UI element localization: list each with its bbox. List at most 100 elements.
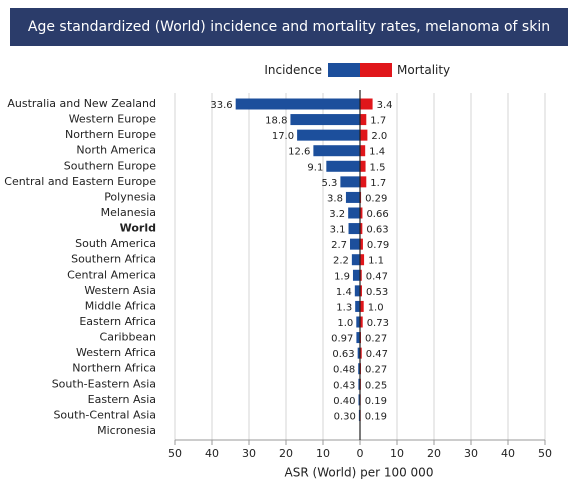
bar	[358, 378, 360, 390]
bar	[360, 269, 362, 281]
value-label: 3.8	[327, 193, 343, 204]
legend-swatch	[328, 63, 360, 77]
value-label: 0.40	[333, 396, 355, 407]
value-label: 1.3	[336, 302, 352, 313]
bar	[348, 223, 360, 235]
category-label: Northern Europe	[65, 128, 156, 141]
category-label: Northern Africa	[72, 362, 156, 375]
value-label: 0.63	[332, 349, 354, 360]
bar	[360, 145, 366, 157]
category-label: Eastern Africa	[79, 315, 156, 328]
bar	[360, 176, 367, 188]
bar	[354, 285, 360, 297]
category-label: Western Africa	[76, 346, 156, 359]
value-label: 1.7	[370, 116, 386, 127]
value-label: 0.66	[366, 209, 388, 220]
category-label: Australia and New Zealand	[7, 97, 156, 110]
value-label: 0.63	[366, 225, 388, 236]
value-label: 3.1	[330, 225, 346, 236]
value-label: 3.2	[329, 209, 345, 220]
value-label: 0.27	[365, 334, 387, 345]
value-label: 1.0	[337, 318, 353, 329]
bar	[358, 394, 360, 406]
bar	[326, 160, 360, 172]
chart-title: Age standardized (World) incidence and m…	[28, 19, 550, 35]
bar	[360, 300, 364, 312]
value-label: 0.48	[333, 365, 355, 376]
category-label: World	[120, 222, 156, 235]
value-label: 1.0	[368, 302, 384, 313]
value-label: 2.7	[331, 240, 347, 251]
category-label: Melanesia	[101, 206, 156, 219]
bar	[360, 238, 363, 250]
category-label: Southern Africa	[71, 253, 156, 266]
x-tick-label: 40	[501, 447, 515, 460]
bar	[290, 114, 360, 126]
bar	[235, 98, 360, 110]
value-label: 5.3	[321, 178, 337, 189]
x-tick-label: 50	[538, 447, 552, 460]
bar	[340, 176, 360, 188]
bar	[360, 223, 363, 235]
bar	[357, 347, 360, 359]
bar	[348, 207, 360, 219]
value-label: 0.19	[365, 411, 387, 422]
bar	[356, 316, 360, 328]
value-label: 2.2	[333, 256, 349, 267]
bar	[360, 285, 362, 297]
value-label: 0.29	[365, 193, 387, 204]
bar	[352, 269, 360, 281]
category-label: North America	[76, 144, 156, 157]
legend-label: Incidence	[264, 63, 322, 77]
value-label: 1.9	[334, 271, 350, 282]
value-label: 1.4	[369, 147, 385, 158]
value-label: 1.4	[336, 287, 352, 298]
bar	[360, 347, 362, 359]
value-label: 2.0	[371, 131, 387, 142]
value-label: 0.30	[334, 411, 356, 422]
bar	[360, 98, 373, 110]
x-tick-label: 10	[390, 447, 404, 460]
value-label: 0.19	[365, 396, 387, 407]
bar	[360, 114, 367, 126]
value-label: 0.25	[365, 380, 387, 391]
bar	[358, 363, 360, 375]
legend-swatch	[360, 63, 392, 77]
value-label: 0.43	[333, 380, 355, 391]
bar	[355, 300, 360, 312]
value-label: 0.27	[365, 365, 387, 376]
value-label: 1.1	[368, 256, 384, 267]
title-bar	[10, 8, 568, 46]
category-label: South-Eastern Asia	[52, 377, 156, 390]
value-label: 0.73	[367, 318, 389, 329]
value-label: 3.4	[377, 100, 393, 111]
value-label: 0.79	[367, 240, 389, 251]
category-label: Polynesia	[104, 190, 156, 203]
bar	[351, 254, 360, 266]
value-label: 12.6	[288, 147, 310, 158]
value-label: 0.47	[366, 271, 388, 282]
value-label: 0.97	[331, 334, 353, 345]
category-label: Central and Eastern Europe	[4, 175, 156, 188]
category-label: Western Asia	[84, 284, 156, 297]
bar	[360, 254, 365, 266]
category-label: Southern Europe	[64, 159, 156, 172]
value-label: 18.8	[265, 116, 287, 127]
bar	[356, 332, 360, 344]
value-label: 1.5	[370, 162, 386, 173]
category-label: Central America	[67, 268, 156, 281]
bar	[297, 129, 360, 141]
category-label: South-Central Asia	[53, 408, 156, 421]
x-tick-label: 10	[316, 447, 330, 460]
x-tick-label: 30	[242, 447, 256, 460]
category-label: Middle Africa	[85, 299, 156, 312]
category-label: Western Europe	[69, 113, 157, 126]
x-tick-label: 20	[427, 447, 441, 460]
bar	[360, 160, 366, 172]
value-label: 1.7	[370, 178, 386, 189]
category-label: Micronesia	[97, 424, 156, 437]
bar	[350, 238, 360, 250]
x-tick-label: 30	[464, 447, 478, 460]
x-tick-label: 0	[357, 447, 364, 460]
